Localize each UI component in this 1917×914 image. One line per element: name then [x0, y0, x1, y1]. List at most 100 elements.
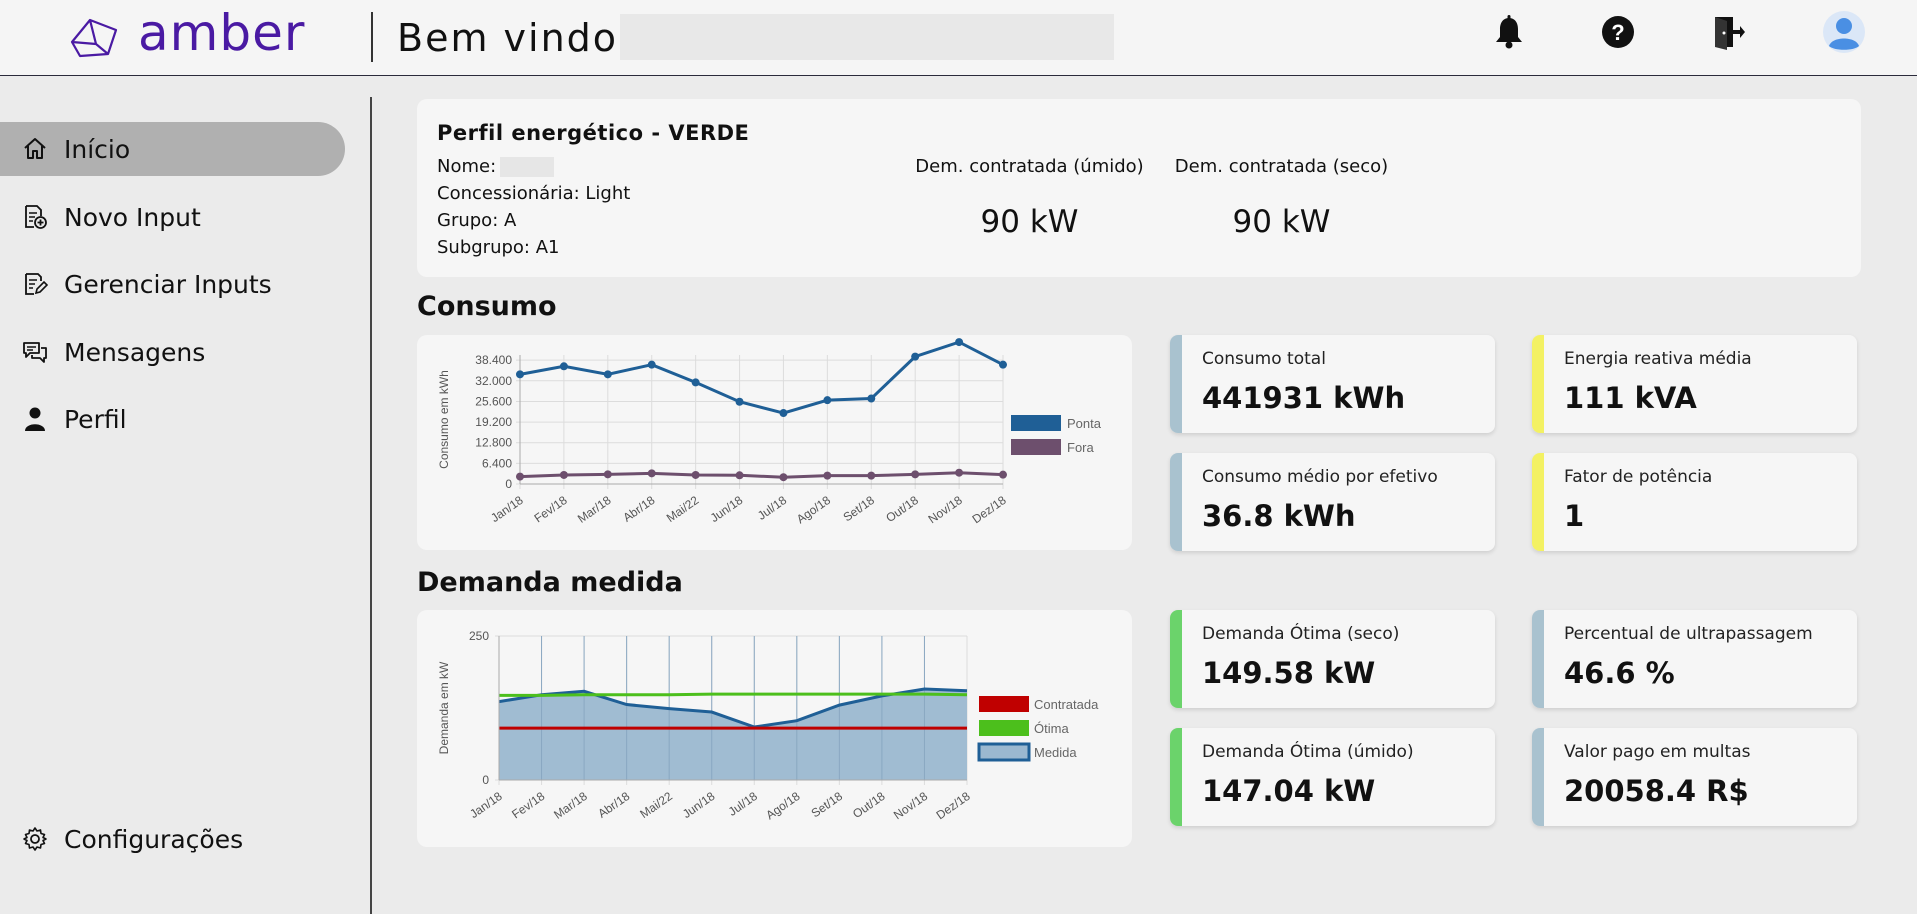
data-point — [867, 394, 876, 403]
sidebar-item-label: Configurações — [64, 824, 244, 854]
sidebar-item-perfil[interactable]: Perfil — [0, 392, 345, 446]
kpi-consumo-medio: Consumo médio por efetivo 36.8 kWh — [1170, 453, 1495, 551]
data-point — [691, 378, 700, 387]
section-title-demanda: Demanda medida — [417, 567, 683, 598]
kpi-label: Demanda Ótima (seco) — [1202, 624, 1400, 644]
data-point — [516, 472, 524, 481]
data-point — [779, 473, 788, 482]
kpi-demanda-otima-seco: Demanda Ótima (seco) 149.58 kW — [1170, 610, 1495, 708]
kpi-value: 36.8 kWh — [1202, 499, 1356, 533]
dem-umido-label: Dem. contratada (úmido) — [915, 156, 1144, 177]
legend-label-2: Medida — [1034, 745, 1077, 760]
dem-seco-label: Dem. contratada (seco) — [1174, 156, 1389, 177]
kpi-value: 111 kVA — [1564, 381, 1697, 415]
legend-label-ponta: Ponta — [1067, 416, 1102, 431]
data-point — [823, 396, 832, 405]
data-point — [603, 370, 612, 379]
data-point — [911, 352, 920, 361]
kpi-label: Consumo médio por efetivo — [1202, 467, 1438, 487]
x-tick-label: Mai/22 — [664, 493, 702, 525]
gear-icon — [22, 826, 48, 852]
help-icon[interactable]: ? — [1600, 14, 1636, 50]
data-point — [691, 470, 700, 479]
kpi-valor-multas: Valor pago em multas 20058.4 R$ — [1532, 728, 1857, 826]
logout-icon[interactable] — [1709, 14, 1745, 50]
add-document-icon — [22, 204, 48, 230]
sidebar-item-label: Início — [64, 134, 131, 164]
y-tick-label: 0 — [505, 477, 512, 491]
demanda-chart: 0 250 Demanda em kW Jan/18 Fev/18 Mar/18 Abr/1… — [437, 629, 1099, 822]
sidebar-item-label: Novo Input — [64, 202, 201, 232]
x-tick-label: Set/18 — [809, 789, 846, 821]
header-divider — [371, 12, 373, 62]
data-point — [516, 370, 524, 379]
series-area-medida — [499, 688, 967, 780]
kpi-percentual-ultrapassagem: Percentual de ultrapassagem 46.6 % — [1532, 610, 1857, 708]
x-tick-label: Mai/22 — [637, 789, 675, 821]
legend-label-fora: Fora — [1067, 440, 1095, 455]
series-line-fora — [519, 471, 1004, 479]
kpi-energia-reativa: Energia reativa média 111 kVA — [1532, 335, 1857, 433]
consumo-chart-card: 0 6.400 12.800 19.200 25.600 32.000 38.400 Cons… — [417, 335, 1132, 550]
kpi-fator-potencia: Fator de potência 1 — [1532, 453, 1857, 551]
data-point — [999, 470, 1007, 479]
sidebar-item-novo-input[interactable]: Novo Input — [0, 190, 345, 244]
data-point — [603, 470, 612, 479]
data-point — [779, 409, 788, 418]
kpi-value: 149.58 kW — [1202, 656, 1376, 690]
kpi-value: 441931 kWh — [1202, 381, 1406, 415]
energy-profile-card: Perfil energético - VERDE Nome: Concessi… — [417, 99, 1861, 277]
x-tick-label: Mar/18 — [575, 493, 614, 526]
profile-nome: Nome: — [437, 156, 555, 177]
x-tick-label: Out/18 — [883, 493, 921, 525]
kpi-label: Valor pago em multas — [1564, 742, 1751, 762]
sidebar-item-inicio[interactable]: Início — [0, 122, 345, 176]
sidebar-item-mensagens[interactable]: Mensagens — [0, 325, 345, 379]
x-tick-label: Jun/18 — [708, 493, 746, 525]
kpi-label: Demanda Ótima (úmido) — [1202, 742, 1414, 762]
x-tick-label: Nov/18 — [926, 493, 965, 526]
kpi-label: Percentual de ultrapassagem — [1564, 624, 1813, 644]
sidebar-item-gerenciar-inputs[interactable]: Gerenciar Inputs — [0, 257, 345, 311]
welcome-text: Bem vindo, — [397, 16, 633, 60]
user-avatar-icon[interactable] — [1823, 11, 1865, 53]
data-point — [823, 471, 832, 480]
sidebar-divider — [370, 97, 372, 914]
kpi-value: 20058.4 R$ — [1564, 774, 1749, 808]
legend-label-1: Ótima — [1034, 721, 1069, 736]
kpi-label: Consumo total — [1202, 349, 1326, 369]
x-tick-label: Nov/18 — [891, 789, 930, 822]
sidebar-item-configuracoes[interactable]: Configurações — [0, 812, 345, 866]
x-tick-label: Fev/18 — [509, 789, 547, 822]
profile-nome-label: Nome: — [437, 156, 497, 177]
series-line-ponta — [519, 340, 1004, 415]
profile-grupo: Grupo: A — [437, 210, 517, 231]
profile-concessionaria: Concessionária: Light — [437, 183, 631, 204]
legend-swatch-2 — [977, 742, 1031, 762]
kpi-accent-bar — [1170, 453, 1182, 551]
x-tick-label: Ago/18 — [763, 789, 802, 822]
x-tick-label: Fev/18 — [532, 493, 570, 526]
profile-title: Perfil energético - VERDE — [437, 121, 750, 145]
kpi-accent-bar — [1170, 335, 1182, 433]
kpi-label: Fator de potência — [1564, 467, 1713, 487]
y-tick-label: 250 — [469, 629, 489, 643]
sidebar-item-label: Perfil — [64, 404, 127, 434]
data-point — [735, 397, 744, 406]
dem-umido-value: 90 kW — [980, 204, 1079, 240]
messages-icon — [22, 339, 48, 365]
data-point — [955, 338, 964, 347]
logo[interactable]: amber — [68, 8, 305, 62]
amber-logo-icon — [70, 18, 118, 58]
y-tick-label: 25.600 — [475, 394, 512, 408]
kpi-label: Energia reativa média — [1564, 349, 1752, 369]
data-point — [867, 471, 876, 480]
bell-icon[interactable] — [1491, 14, 1527, 50]
profile-subgrupo: Subgrupo: A1 — [437, 237, 560, 258]
kpi-accent-bar — [1532, 728, 1544, 826]
data-point — [955, 468, 964, 477]
y-tick-label: 12.800 — [475, 436, 512, 450]
legend-swatch-fora — [1011, 439, 1061, 455]
x-tick-label: Jul/18 — [755, 493, 790, 523]
dem-seco-value: 90 kW — [1232, 204, 1331, 240]
